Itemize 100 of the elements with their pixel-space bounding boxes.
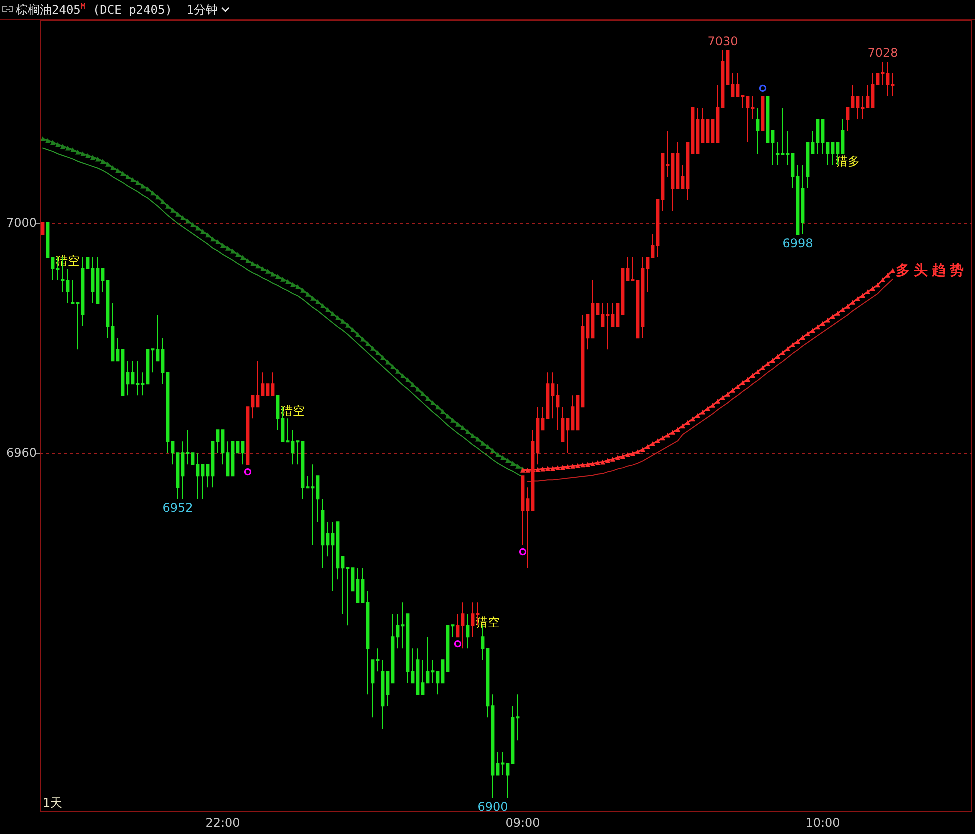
text: 7028 — [868, 46, 898, 60]
candlestick — [556, 384, 560, 431]
candlestick — [666, 130, 670, 178]
candlestick — [181, 441, 185, 500]
candlestick — [736, 72, 740, 97]
point — [244, 468, 252, 476]
candlestick — [401, 602, 405, 650]
candlestick — [101, 268, 105, 293]
candlestick — [261, 372, 265, 396]
x-tick-label: 22:00 — [206, 816, 240, 830]
candlestick — [496, 752, 500, 776]
candlestick — [866, 84, 870, 108]
candlestick — [611, 303, 615, 328]
candlestick — [886, 61, 890, 97]
candlestick — [116, 338, 120, 362]
candlestick — [271, 372, 275, 396]
candlestick — [731, 72, 735, 97]
candlestick — [66, 268, 70, 304]
candlestick — [151, 348, 155, 374]
candlestick — [321, 498, 325, 569]
candlestick — [326, 522, 330, 558]
text: 6952 — [162, 500, 194, 515]
candlestick — [751, 96, 755, 120]
candlestick — [396, 614, 400, 650]
candlestick — [456, 614, 460, 638]
candlestick — [316, 476, 320, 523]
candlestick — [186, 430, 190, 466]
candlestick — [461, 602, 465, 650]
candlestick — [521, 476, 525, 546]
candlestick — [256, 360, 260, 408]
candlestick — [76, 302, 80, 350]
candlestick — [376, 648, 380, 672]
candlestick — [51, 257, 55, 282]
candlestick — [206, 464, 210, 488]
candlestick — [566, 418, 570, 454]
candlestick — [891, 72, 895, 97]
candlestick — [501, 752, 505, 776]
candlestick — [506, 763, 510, 799]
candlestick — [651, 234, 655, 258]
candlestick — [411, 648, 415, 684]
candlestick — [431, 660, 435, 684]
candlestick — [746, 96, 750, 144]
point — [759, 84, 767, 92]
candlestick — [801, 165, 805, 236]
candlestick — [551, 372, 555, 420]
x-tick-label: 09:00 — [506, 816, 540, 830]
candlestick — [786, 130, 790, 166]
candlestick — [171, 441, 175, 466]
candlestick — [856, 96, 860, 120]
candlestick — [421, 660, 425, 696]
candlestick — [771, 130, 775, 166]
candlestick — [126, 360, 130, 396]
candlestick — [346, 567, 350, 626]
candlestick — [626, 257, 630, 282]
candlestick — [136, 360, 140, 396]
text: 6998 — [782, 236, 814, 250]
candlestick — [541, 406, 545, 431]
candlestick — [286, 418, 290, 443]
candlestick — [831, 142, 835, 166]
candlestick — [426, 636, 430, 684]
candlestick — [851, 84, 855, 108]
candlestick — [296, 440, 300, 466]
annotation: 1天 — [43, 796, 63, 810]
candlestick — [881, 61, 885, 86]
candlestick — [91, 257, 95, 304]
candlestick — [371, 660, 375, 718]
series-label: 多头趋势 — [896, 262, 968, 279]
candlestick — [156, 314, 160, 362]
candlestick — [436, 671, 440, 696]
candlestick — [526, 487, 530, 569]
candlestick — [241, 441, 245, 466]
y-tick-label: 6960 — [6, 446, 37, 460]
candlestick — [451, 624, 455, 638]
candlestick — [631, 257, 635, 282]
candlestick — [781, 108, 785, 156]
point — [454, 640, 462, 648]
candlestick — [311, 464, 315, 546]
candlestick — [606, 303, 610, 350]
candlestick — [251, 395, 255, 420]
candlestick — [201, 464, 205, 500]
candlestick — [331, 522, 335, 592]
candlestick — [381, 660, 385, 730]
candlestick — [196, 452, 200, 500]
candlestick — [516, 694, 520, 742]
candlestick — [601, 303, 605, 328]
candlestick — [471, 602, 475, 638]
text: 7030 — [708, 34, 738, 48]
text: 6900 — [478, 800, 508, 814]
candlestick — [861, 96, 865, 120]
candlestick — [216, 430, 220, 454]
candlestick — [291, 430, 295, 466]
candlestick — [756, 108, 760, 155]
candlestick — [646, 257, 650, 293]
candlestick — [776, 142, 780, 166]
x-tick-label: 10:00 — [806, 816, 840, 830]
candlestick — [71, 280, 75, 305]
candlestick — [826, 142, 830, 166]
candlestick — [811, 130, 815, 155]
point — [519, 548, 527, 556]
chart-title: 棕榈油2405$^{M}$ (DCE p2405) 1分钟 — [16, 2, 218, 17]
